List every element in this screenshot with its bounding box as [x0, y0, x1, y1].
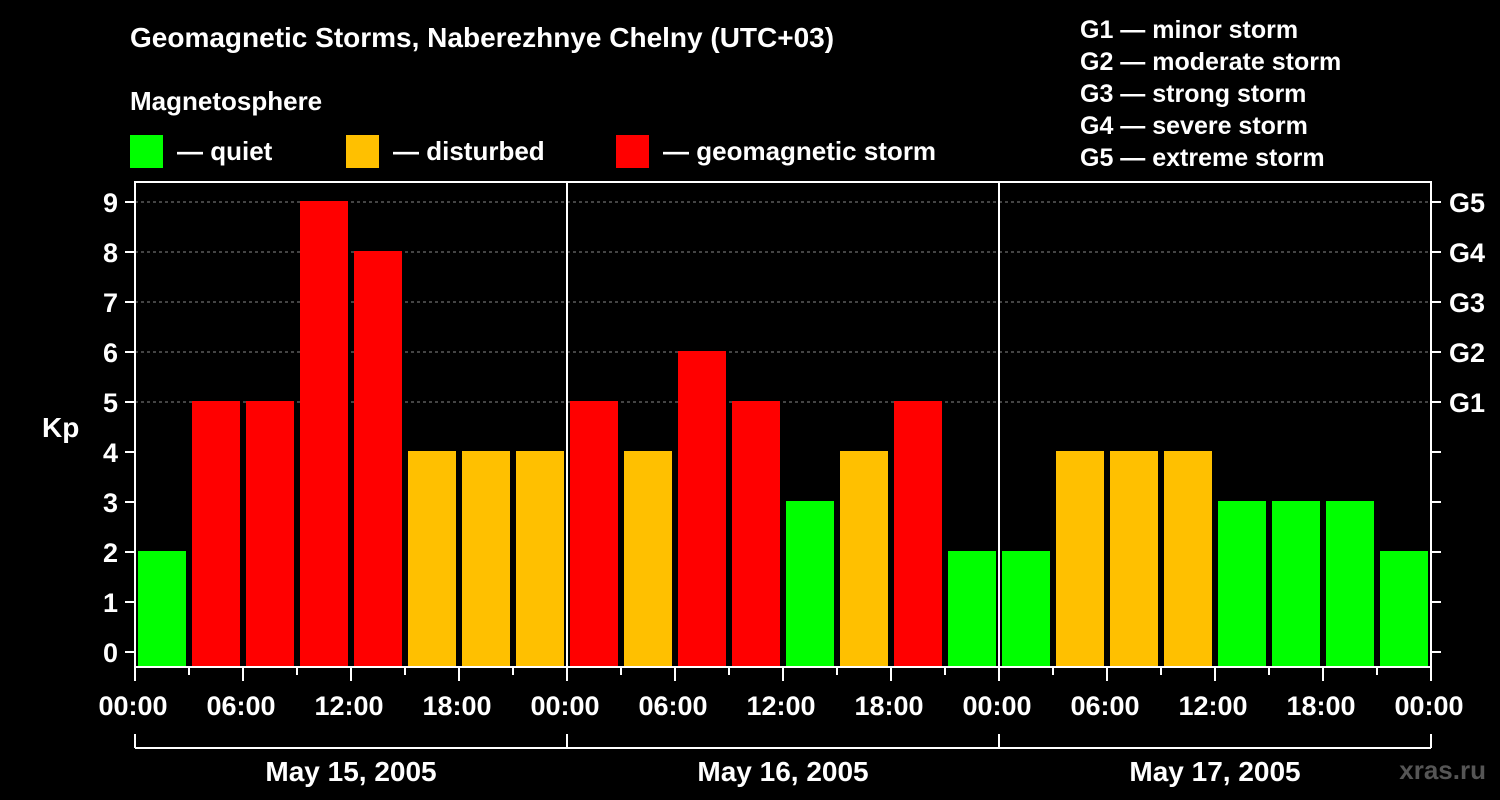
bar-23 — [1380, 551, 1428, 667]
bar-15 — [948, 551, 996, 667]
bar-10 — [678, 351, 726, 667]
y-tick-label-3: 3 — [103, 488, 118, 518]
watermark: xras.ru — [1399, 755, 1486, 785]
y-tick-label-4: 4 — [103, 438, 118, 468]
legend-label-disturbed: — disturbed — [393, 135, 545, 166]
x-tick-label-9: 06:00 — [1070, 691, 1139, 721]
y-tick-label-8: 8 — [103, 238, 118, 268]
right-tick-label-g5: G5 — [1449, 188, 1485, 218]
x-tick-label-10: 12:00 — [1178, 691, 1247, 721]
y-tick-label-1: 1 — [103, 588, 118, 618]
bar-19 — [1164, 451, 1212, 667]
right-tick-label-g3: G3 — [1449, 288, 1485, 318]
legend-swatch-quiet — [130, 134, 163, 168]
x-tick-label-2: 12:00 — [314, 691, 383, 721]
right-tick-label-g4: G4 — [1449, 238, 1485, 268]
bar-18 — [1110, 451, 1158, 667]
storm-scale-g2: G2 — moderate storm — [1080, 48, 1342, 76]
x-tick-label-8: 00:00 — [962, 691, 1031, 721]
bar-7 — [516, 451, 564, 667]
storm-scale-g3: G3 — strong storm — [1080, 80, 1307, 108]
storm-scale-g5: G5 — extreme storm — [1080, 144, 1325, 172]
bar-1 — [192, 401, 240, 667]
bar-2 — [246, 401, 294, 667]
x-tick-label-1: 06:00 — [206, 691, 275, 721]
chart-title: Geomagnetic Storms, Naberezhnye Chelny (… — [130, 22, 835, 53]
y-axis-label: Kp — [42, 412, 79, 443]
day-label-1: May 16, 2005 — [697, 756, 868, 787]
x-tick-label-6: 12:00 — [746, 691, 815, 721]
bar-16 — [1002, 551, 1050, 667]
bar-21 — [1272, 501, 1320, 667]
legend-item-storm: — geomagnetic storm — [616, 134, 936, 168]
legend-item-disturbed: — disturbed — [346, 134, 545, 168]
bar-20 — [1218, 501, 1266, 667]
bar-17 — [1056, 451, 1104, 667]
legend-label-quiet: — quiet — [177, 135, 273, 166]
x-tick-label-0: 00:00 — [98, 691, 167, 721]
legend-swatch-storm — [616, 134, 649, 168]
bar-13 — [840, 451, 888, 667]
bar-5 — [408, 451, 456, 667]
bar-0 — [138, 551, 186, 667]
storm-scale-g4: G4 — severe storm — [1080, 112, 1308, 140]
day-label-2: May 17, 2005 — [1129, 756, 1300, 787]
y-tick-label-0: 0 — [103, 638, 118, 668]
y-tick-label-9: 9 — [103, 188, 118, 218]
legend-item-quiet: — quiet — [130, 134, 272, 168]
right-tick-label-g2: G2 — [1449, 338, 1485, 368]
day-label-0: May 15, 2005 — [265, 756, 436, 787]
legend-label-storm: — geomagnetic storm — [663, 135, 937, 166]
x-tick-label-11: 18:00 — [1286, 691, 1355, 721]
bar-22 — [1326, 501, 1374, 667]
magnetosphere-heading: Magnetosphere — [130, 86, 323, 116]
bar-6 — [462, 451, 510, 667]
x-tick-label-3: 18:00 — [422, 691, 491, 721]
y-tick-label-2: 2 — [103, 538, 118, 568]
bar-12 — [786, 501, 834, 667]
right-tick-label-g1: G1 — [1449, 388, 1485, 418]
bar-14 — [894, 401, 942, 667]
x-tick-label-7: 18:00 — [854, 691, 923, 721]
bar-11 — [732, 401, 780, 667]
legend-swatch-disturbed — [346, 134, 379, 168]
storm-scale-list: G1 — minor storm G2 — moderate storm G3 … — [1080, 14, 1341, 174]
storm-scale-g1: G1 — minor storm — [1080, 16, 1299, 44]
bar-8 — [570, 401, 618, 667]
bar-4 — [354, 251, 402, 667]
x-tick-label-4: 00:00 — [530, 691, 599, 721]
y-tick-label-6: 6 — [103, 338, 118, 368]
x-tick-label-12: 00:00 — [1394, 691, 1463, 721]
x-tick-label-5: 06:00 — [638, 691, 707, 721]
y-tick-label-5: 5 — [103, 388, 118, 418]
bar-3 — [300, 201, 348, 667]
y-tick-label-7: 7 — [103, 288, 118, 318]
bar-9 — [624, 451, 672, 667]
